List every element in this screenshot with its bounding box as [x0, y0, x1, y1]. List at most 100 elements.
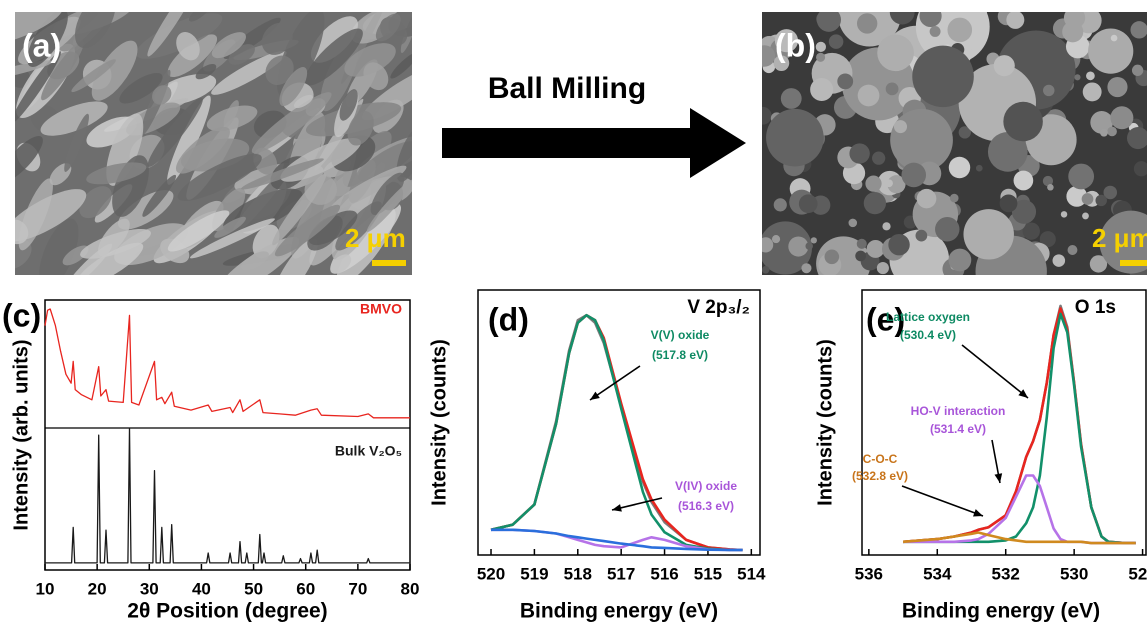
scale-bar: [372, 260, 406, 266]
texture: [916, 230, 928, 242]
texture: [867, 240, 885, 258]
texture: [1043, 85, 1054, 96]
arrow-label: Ball Milling: [488, 72, 646, 105]
panel-label: (d): [488, 301, 529, 337]
annotation: (531.4 eV): [930, 422, 986, 436]
x-tick-label: 514: [737, 564, 766, 583]
texture: [817, 8, 841, 32]
texture: [1047, 184, 1054, 191]
texture: [805, 242, 813, 250]
x-tick-label: 50: [244, 579, 263, 598]
panel-title: O 1s: [1075, 297, 1116, 318]
scale-bar: [1120, 260, 1147, 266]
texture: [837, 73, 853, 89]
texture: [801, 263, 811, 273]
texture: [877, 262, 889, 274]
x-tick-label: 519: [520, 564, 548, 583]
x-tick-label: 518: [564, 564, 592, 583]
image-label: (a): [22, 27, 61, 63]
texture: [901, 163, 926, 188]
texture: [994, 55, 1015, 76]
texture: [781, 88, 802, 109]
texture: [1132, 65, 1143, 76]
texture: [762, 266, 770, 274]
texture: [811, 237, 817, 243]
scale-bar-label: 2 μm: [345, 223, 406, 253]
texture: [1068, 245, 1078, 255]
texture: [849, 143, 869, 163]
series-line: [45, 309, 410, 418]
texture: [799, 194, 818, 213]
x-tick-label: 515: [694, 564, 722, 583]
texture: [772, 235, 780, 243]
texture: [976, 165, 983, 172]
texture: [948, 249, 971, 272]
x-tick-label: 10: [36, 579, 55, 598]
series-label: BMVO: [360, 301, 402, 317]
texture: [935, 217, 959, 241]
y-axis-label: Intensity (counts): [428, 339, 450, 506]
texture: [1110, 106, 1133, 129]
image-label: (b): [775, 27, 816, 63]
annotation-arrowhead: [973, 509, 983, 516]
panel-label: (c): [2, 297, 41, 333]
x-tick-label: 517: [607, 564, 635, 583]
annotation-arrowhead: [612, 504, 622, 512]
annotation-arrow: [902, 486, 983, 516]
texture: [865, 176, 881, 192]
scale-bar-label: 2 μm: [1092, 223, 1147, 253]
texture: [1014, 171, 1034, 191]
x-tick-label: 534: [923, 564, 952, 583]
annotation: C-O-C: [863, 452, 898, 466]
x-tick-label: 528: [1128, 564, 1147, 583]
texture: [1095, 195, 1106, 206]
x-tick-label: 536: [855, 564, 883, 583]
texture: [829, 34, 844, 49]
x-tick-label: 530: [1060, 564, 1088, 583]
texture: [816, 53, 825, 62]
annotation: (516.3 eV): [678, 499, 734, 513]
annotation: V(V) oxide: [651, 328, 710, 342]
texture: [1053, 254, 1066, 267]
texture: [1006, 11, 1024, 29]
texture: [1068, 164, 1094, 190]
texture: [810, 78, 833, 101]
texture: [754, 107, 772, 125]
annotation-arrowhead: [590, 392, 600, 400]
texture: [1107, 77, 1127, 97]
texture: [1083, 82, 1102, 101]
texture: [912, 46, 974, 108]
texture: [1086, 71, 1095, 80]
texture: [1062, 21, 1083, 42]
texture: [882, 222, 890, 230]
annotation-arrow: [962, 345, 1028, 398]
texture: [1003, 102, 1042, 141]
x-tick-label: 80: [401, 579, 420, 598]
panel-title: V 2p₃/₂: [687, 297, 750, 318]
texture: [1082, 193, 1094, 205]
x-tick-label: 40: [192, 579, 211, 598]
texture: [857, 13, 877, 33]
texture: [857, 239, 867, 249]
x-axis-label: Binding energy (eV): [902, 600, 1100, 623]
texture: [1061, 211, 1067, 217]
annotation: (530.4 eV): [900, 328, 956, 342]
texture: [890, 0, 915, 24]
figure: Ball Milling (a)(b)2 μm2 μm1020304050607…: [0, 0, 1147, 628]
annotation: (517.8 eV): [652, 348, 708, 362]
texture: [1082, 213, 1089, 220]
x-tick-label: 30: [140, 579, 159, 598]
annotation: Lattice oxygen: [886, 310, 970, 324]
texture: [888, 234, 909, 255]
texture: [816, 42, 826, 52]
texture: [950, 194, 959, 203]
annotation: (532.8 eV): [852, 469, 908, 483]
annotation-arrowhead: [994, 473, 1002, 483]
texture: [1074, 74, 1080, 80]
texture: [774, 198, 787, 211]
texture: [890, 109, 953, 172]
x-tick-label: 20: [88, 579, 107, 598]
texture: [825, 249, 840, 264]
x-axis-label: 2θ Position (degree): [127, 600, 327, 623]
texture: [766, 109, 824, 167]
